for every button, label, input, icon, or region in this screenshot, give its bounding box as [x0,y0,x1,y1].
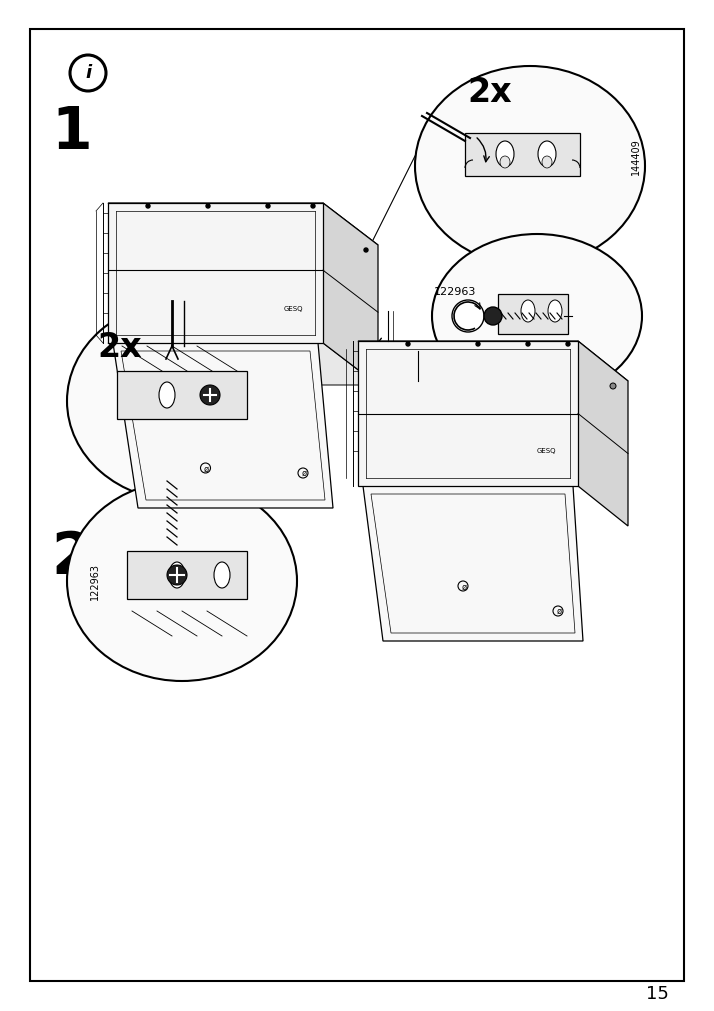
Circle shape [146,205,150,209]
Text: i: i [85,64,91,82]
Text: 2x: 2x [468,76,513,108]
Polygon shape [323,204,378,385]
Circle shape [167,565,187,585]
Polygon shape [108,204,378,246]
Text: 122963: 122963 [90,563,100,600]
Circle shape [311,205,315,209]
Ellipse shape [169,562,185,588]
Text: GESQ: GESQ [536,447,556,453]
Text: ø: ø [204,464,209,473]
Ellipse shape [67,301,297,501]
Polygon shape [358,342,578,486]
Text: ø: ø [301,468,306,477]
Circle shape [206,205,210,209]
Polygon shape [108,344,378,385]
Circle shape [406,343,410,347]
Circle shape [266,205,270,209]
Polygon shape [127,551,247,600]
Ellipse shape [496,142,514,168]
Ellipse shape [159,382,175,408]
Ellipse shape [542,157,552,169]
Circle shape [610,383,616,389]
Circle shape [452,300,484,333]
Text: 15: 15 [645,984,668,1002]
Polygon shape [498,295,568,335]
Polygon shape [363,486,583,641]
Polygon shape [358,342,628,381]
Text: 144409: 144409 [631,139,641,175]
Circle shape [364,249,368,253]
Ellipse shape [500,157,510,169]
Ellipse shape [214,562,230,588]
Circle shape [566,343,570,347]
Circle shape [200,385,220,405]
Text: GESQ: GESQ [283,305,303,311]
Ellipse shape [67,481,297,681]
Ellipse shape [538,142,556,168]
Text: 2x: 2x [98,331,142,363]
Circle shape [526,343,530,347]
Polygon shape [578,342,628,527]
Ellipse shape [548,300,562,323]
Ellipse shape [415,67,645,267]
Text: 2: 2 [51,528,92,585]
Text: 122963: 122963 [434,287,476,296]
Ellipse shape [521,300,535,323]
Text: ø: ø [556,606,562,615]
Polygon shape [113,344,333,509]
Circle shape [484,307,502,326]
Ellipse shape [432,235,642,398]
Text: 1: 1 [51,103,92,161]
Polygon shape [117,372,247,420]
Polygon shape [465,133,580,177]
Text: ø: ø [461,582,466,590]
Polygon shape [108,204,323,344]
Circle shape [476,343,480,347]
